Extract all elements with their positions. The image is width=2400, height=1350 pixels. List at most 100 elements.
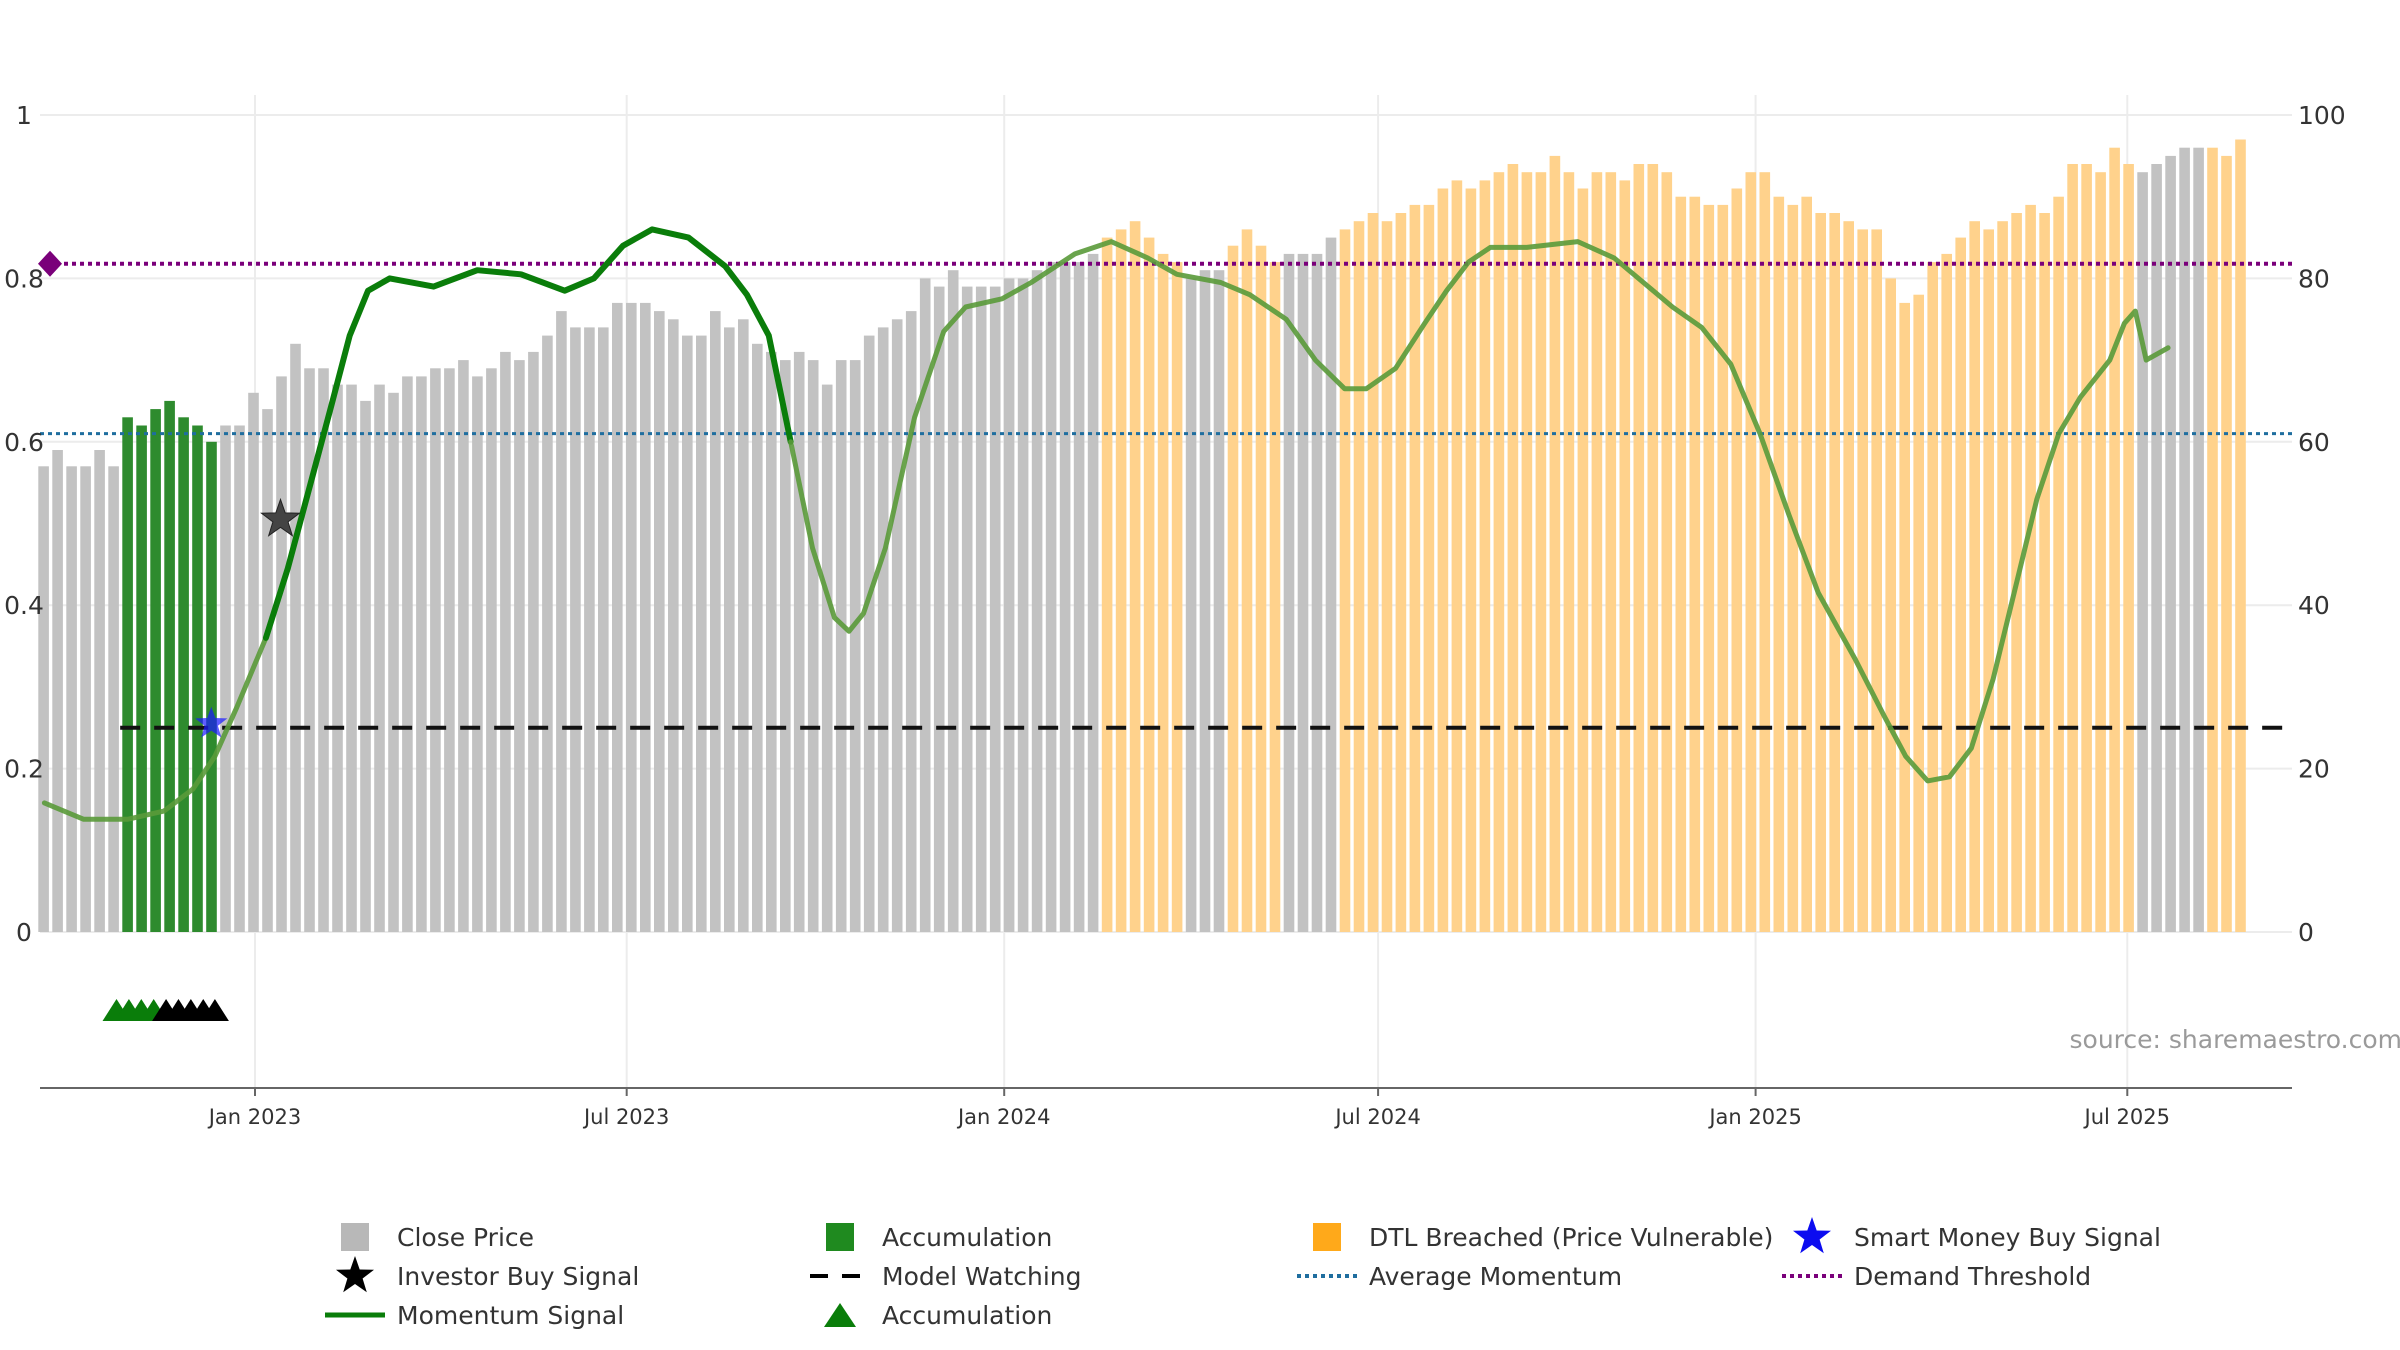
right-axis-tick-label: 40	[2298, 591, 2330, 620]
close-price-bar	[654, 311, 665, 933]
close-price-bar	[696, 335, 707, 933]
close-price-bar	[542, 335, 553, 933]
dtl-breached-bar	[1703, 204, 1715, 932]
momentum-signal-line	[41, 226, 2171, 822]
dtl-breached-bar	[1899, 302, 1910, 932]
dtl-breached-bar	[1395, 213, 1407, 932]
close-price-bar	[905, 311, 917, 933]
dtl-breached-bar	[1927, 262, 1938, 933]
dtl-breached-bar	[1367, 213, 1379, 932]
close-price-bar	[919, 278, 931, 932]
close-price-bar	[877, 327, 889, 932]
dtl-breached-bar	[2109, 147, 2120, 932]
close-price-bar	[80, 466, 91, 932]
legend-swatch-square	[1313, 1223, 1341, 1251]
close-price-bar	[570, 327, 581, 932]
close-price-bar	[1185, 278, 1197, 932]
close-price-bar	[486, 368, 497, 932]
close-price-bar	[220, 425, 231, 932]
dtl-breached-bar	[1269, 262, 1281, 933]
legend-swatch-triangle-icon	[824, 1303, 856, 1327]
close-price-bar	[388, 392, 399, 932]
axes: 0 0.2 0.4 0.6 0.8 1 0 20 40 60 80 100 Jan 2023 Jul 20…	[4, 101, 2346, 1129]
dtl-breached-bar	[1857, 229, 1868, 932]
momentum-signal-segment	[262, 226, 794, 641]
close-price-bar	[514, 360, 525, 933]
legend-swatch-square	[341, 1223, 369, 1251]
close-price-bar	[374, 384, 385, 933]
dtl-breached-bar	[1507, 164, 1519, 932]
close-price-bar	[318, 368, 329, 932]
close-price-bar	[975, 286, 987, 933]
close-price-bar	[38, 466, 49, 932]
close-price-bar	[598, 327, 609, 932]
legend-item: Accumulation	[826, 1223, 1052, 1252]
legend-item: DTL Breached (Price Vulnerable)	[1313, 1223, 1773, 1252]
legend-label: Accumulation	[882, 1223, 1052, 1252]
accumulation-bar	[164, 400, 175, 932]
x-axis-tick-label: Jul 2024	[1333, 1105, 1420, 1129]
dtl-breached-bar	[1983, 229, 1994, 932]
dtl-breached-bar	[1171, 262, 1183, 933]
close-price-bar	[821, 384, 833, 933]
close-price-bar	[807, 360, 819, 933]
dtl-breached-bar	[1913, 294, 1924, 932]
dtl-breached-bar	[1759, 172, 1771, 932]
close-price-bar	[1003, 278, 1015, 932]
legend-item: Demand Threshold	[1782, 1262, 2091, 1291]
left-axis-tick-label: 0	[16, 918, 32, 947]
dtl-breached-bar	[1479, 180, 1491, 932]
x-axis-tick-label: Jan 2023	[207, 1105, 302, 1129]
dtl-breached-bar	[1451, 180, 1463, 932]
dtl-breached-bar	[1829, 213, 1840, 932]
legend-item: Smart Money Buy Signal	[1793, 1217, 2161, 1254]
dtl-breached-bar	[1143, 237, 1155, 933]
x-axis-tick-label: Jan 2025	[1707, 1105, 1802, 1129]
close-price-bar	[2151, 164, 2162, 932]
dtl-breached-bar	[2053, 196, 2064, 932]
dtl-breached-bar	[1745, 172, 1757, 932]
close-price-bar	[793, 351, 805, 932]
close-price-bar	[402, 376, 413, 932]
close-price-bar	[444, 368, 455, 932]
dtl-breached-bar	[1493, 172, 1505, 932]
dtl-breached-bar	[1843, 221, 1854, 932]
dtl-breached-bar	[1773, 196, 1785, 932]
right-axis-tick-label: 100	[2298, 101, 2346, 130]
legend-item: Model Watching	[810, 1262, 1082, 1291]
legend-label: Demand Threshold	[1854, 1262, 2091, 1291]
close-price-bar	[1297, 253, 1309, 932]
close-price-bar	[2165, 155, 2176, 932]
dtl-breached-bar	[1815, 213, 1826, 932]
accumulation-bar	[178, 417, 189, 932]
x-axis-tick-label: Jul 2025	[2083, 1105, 2170, 1129]
dtl-breached-bar	[1535, 172, 1547, 932]
close-price-bar	[528, 351, 539, 932]
dtl-breached-bar	[1339, 229, 1351, 932]
legend-item: Investor Buy Signal	[336, 1256, 639, 1293]
close-price-bar	[626, 302, 637, 932]
close-price-bar	[891, 319, 903, 933]
momentum-signal-segment	[788, 239, 2171, 784]
legend-label: Model Watching	[882, 1262, 1082, 1291]
legend-label: Accumulation	[882, 1301, 1052, 1330]
dtl-breached-bar	[1955, 237, 1966, 933]
close-price-bars	[38, 139, 2246, 933]
dtl-breached-bar	[1997, 221, 2008, 932]
close-price-bar	[1199, 270, 1211, 932]
right-axis-tick-label: 80	[2298, 264, 2330, 293]
legend-swatch-square	[826, 1223, 854, 1251]
close-price-bar	[668, 319, 679, 933]
close-price-bar	[52, 450, 63, 932]
close-price-bar	[752, 343, 763, 932]
dtl-breached-bar	[1717, 204, 1729, 932]
close-price-bar	[332, 384, 343, 933]
close-price-bar	[947, 270, 959, 932]
dtl-breached-bar	[1689, 196, 1701, 932]
dtl-breached-bar	[1969, 221, 1980, 932]
close-price-bar	[276, 376, 287, 932]
close-price-bar	[1031, 270, 1043, 932]
right-axis-tick-label: 20	[2298, 755, 2330, 784]
left-axis-tick-label: 0.8	[4, 264, 44, 293]
